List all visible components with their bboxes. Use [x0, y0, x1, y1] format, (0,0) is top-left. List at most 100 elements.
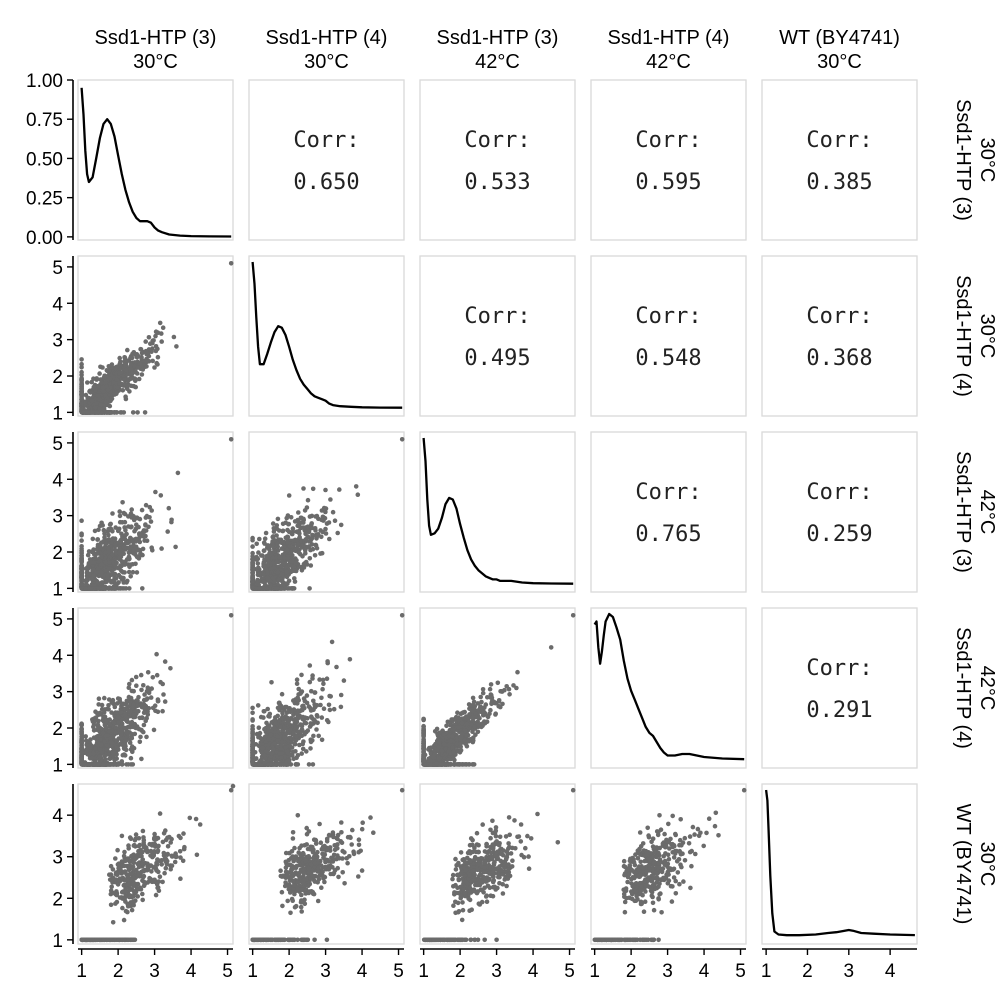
- scatter-point: [98, 737, 103, 742]
- scatter-point: [257, 571, 262, 576]
- scatter-point: [109, 362, 115, 367]
- correlation-value: 0.495: [464, 346, 530, 371]
- scatter-point: [266, 737, 272, 742]
- scatter-point: [102, 374, 107, 380]
- scatter-point: [91, 735, 97, 740]
- scatter-point: [294, 529, 300, 534]
- scatter-point: [105, 574, 110, 580]
- scatter-point: [266, 559, 272, 564]
- scatter-point: [284, 569, 289, 575]
- scatter-point: [328, 497, 333, 502]
- scatter-point: [319, 737, 325, 743]
- scatter-point: [292, 547, 298, 553]
- scatter-point: [111, 586, 117, 591]
- scatter-point: [272, 579, 277, 584]
- scatter-point: [303, 531, 308, 537]
- scatter-point: [277, 707, 282, 713]
- scatter-point: [133, 674, 139, 680]
- scatter-point: [97, 406, 102, 412]
- scatter-point: [96, 702, 101, 707]
- scatter-point: [99, 380, 105, 386]
- scatter-point: [294, 719, 299, 724]
- scatter-point: [129, 507, 134, 512]
- scatter-point: [118, 410, 123, 415]
- scatter-point: [109, 743, 114, 749]
- scatter-point: [107, 410, 112, 415]
- scatter-point: [285, 555, 291, 561]
- correlation-value: 0.385: [806, 170, 872, 195]
- scatter-point: [257, 762, 262, 767]
- scatter-point: [115, 714, 121, 720]
- scatter-point: [294, 762, 299, 767]
- scatter-point: [99, 554, 104, 560]
- scatter-point: [87, 561, 92, 566]
- scatter-point: [275, 734, 281, 739]
- scatter-point: [465, 738, 471, 744]
- scatter-point: [101, 586, 106, 591]
- scatter-point: [279, 546, 285, 551]
- scatter-point: [451, 749, 456, 755]
- scatter-point: [283, 731, 289, 736]
- scatter-point: [441, 732, 446, 737]
- scatter-point: [103, 568, 108, 573]
- scatter-point: [434, 761, 439, 766]
- scatter-point: [108, 521, 113, 527]
- scatter-point: [132, 528, 137, 534]
- scatter-point: [471, 738, 476, 743]
- scatter-point: [150, 705, 156, 711]
- scatter-point: [128, 574, 133, 579]
- scatter-point: [261, 709, 267, 714]
- scatter-point: [326, 520, 332, 525]
- scatter-point: [312, 702, 317, 707]
- scatter-point: [154, 651, 159, 657]
- scatter-point: [117, 370, 122, 376]
- scatter-point: [309, 714, 314, 719]
- scatter-point: [257, 536, 262, 542]
- scatter-point: [154, 360, 159, 366]
- scatter-point: [260, 745, 265, 751]
- scatter-point: [331, 706, 337, 712]
- scatter-point: [436, 756, 442, 762]
- scatter-point: [318, 702, 323, 708]
- column-strip-label-line1: Ssd1-HTP (4): [266, 27, 388, 49]
- scatter-point: [103, 757, 108, 762]
- scatter-point: [301, 486, 306, 491]
- scatter-point: [303, 551, 308, 556]
- scatter-point: [446, 749, 452, 754]
- scatter-point: [299, 733, 305, 739]
- scatter-point: [158, 493, 164, 498]
- scatter-point: [260, 553, 265, 558]
- scatter-point: [124, 382, 130, 388]
- scatter-point: [446, 742, 452, 748]
- scatter-point: [324, 718, 330, 723]
- panel-border: [590, 607, 747, 769]
- scatter-point: [434, 726, 440, 732]
- scatter-point: [127, 709, 133, 714]
- scatter-point: [123, 362, 128, 368]
- scatter-point: [102, 535, 107, 540]
- scatter-point: [327, 707, 333, 713]
- scatter-point: [250, 537, 255, 543]
- scatter-point: [122, 570, 127, 575]
- scatter-point: [478, 694, 484, 700]
- row-strip-label-line1: Ssd1-HTP (4): [952, 275, 974, 397]
- scatter-point: [315, 533, 320, 539]
- scatter-point: [487, 686, 493, 692]
- scatter-point: [101, 762, 106, 767]
- scatter-point: [279, 755, 284, 760]
- row-strip-label: Ssd1-HTP (4) 42°C: [952, 627, 998, 749]
- scatter-point: [117, 380, 122, 386]
- scatter-point: [106, 762, 111, 767]
- scatter-point: [152, 365, 157, 370]
- correlation-value: 0.259: [806, 522, 872, 547]
- scatter-point: [448, 738, 454, 744]
- scatter-point: [259, 750, 265, 755]
- scatter-point: [330, 509, 336, 515]
- scatter-point: [265, 570, 270, 576]
- scatter-point: [91, 384, 97, 390]
- scatter-point: [79, 548, 84, 554]
- scatter-point: [335, 530, 341, 536]
- row-strip-label-line1: Ssd1-HTP (3): [952, 99, 974, 221]
- panel-border: [590, 79, 747, 241]
- scatter-point: [353, 484, 359, 489]
